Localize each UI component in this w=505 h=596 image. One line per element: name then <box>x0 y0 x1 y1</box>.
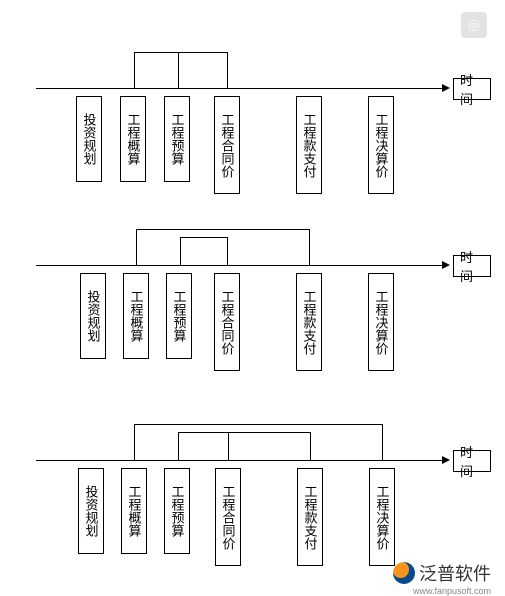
stage-label: 工程合同价 <box>218 113 237 178</box>
bracket-1-left <box>134 52 135 88</box>
brand-watermark: 泛普软件 <box>393 560 491 586</box>
stage-box: 工程概算 <box>123 273 149 359</box>
stage-box: 工程概算 <box>121 468 147 554</box>
bracket-2-top <box>136 229 309 230</box>
bracket-1-mid <box>178 52 179 88</box>
axis-label-text: 时间 <box>460 70 484 108</box>
stage-box: 工程预算 <box>166 273 192 359</box>
stage-box: 投资规划 <box>80 273 106 359</box>
stage-box: 工程合同价 <box>215 468 241 566</box>
stage-label: 工程概算 <box>125 485 144 537</box>
stage-box: 工程决算价 <box>368 273 394 371</box>
bracket-3-left <box>134 424 135 460</box>
watermark-icon: ◎ <box>461 12 487 38</box>
stage-label: 工程款支付 <box>300 290 319 355</box>
stage-box: 工程合同价 <box>214 273 240 371</box>
timeline-1 <box>36 88 444 89</box>
bracket-2-left <box>136 229 137 265</box>
axis-label-1: 时间 <box>453 78 491 100</box>
stage-box: 工程款支付 <box>296 96 322 194</box>
axis-label-text: 时间 <box>460 442 484 480</box>
timeline-2-arrow <box>442 261 450 269</box>
stage-box: 工程款支付 <box>296 273 322 371</box>
axis-label-2: 时间 <box>453 255 491 277</box>
axis-label-3: 时间 <box>453 450 491 472</box>
stage-label: 投资规划 <box>82 485 101 537</box>
timeline-3-arrow <box>442 456 450 464</box>
stage-box: 工程预算 <box>164 96 190 182</box>
stage-box: 投资规划 <box>78 468 104 554</box>
bracket-1-top <box>134 52 227 53</box>
stage-label: 投资规划 <box>84 290 103 342</box>
stage-label: 工程概算 <box>124 113 143 165</box>
bracket-3-mid1 <box>178 432 179 460</box>
bracket-1-right <box>227 52 228 88</box>
timeline-3 <box>36 460 444 461</box>
stage-label: 工程预算 <box>168 485 187 537</box>
bracket-2-mid1 <box>180 237 181 265</box>
bracket-3-inner1 <box>178 432 310 433</box>
stage-box: 工程概算 <box>120 96 146 182</box>
bracket-3-right <box>382 424 383 460</box>
stage-box: 工程合同价 <box>214 96 240 194</box>
axis-label-text: 时间 <box>460 247 484 285</box>
bracket-3-mid3 <box>310 432 311 460</box>
bracket-3-top <box>134 424 382 425</box>
stage-label: 工程款支付 <box>300 113 319 178</box>
stage-label: 工程合同价 <box>218 290 237 355</box>
stage-box: 工程决算价 <box>368 96 394 194</box>
stage-label: 工程概算 <box>127 290 146 342</box>
bracket-3-mid2 <box>228 432 229 460</box>
stage-label: 工程决算价 <box>373 485 392 550</box>
bracket-2-inner <box>180 237 227 238</box>
stage-label: 工程预算 <box>170 290 189 342</box>
brand-text: 泛普软件 <box>419 560 491 586</box>
stage-label: 工程合同价 <box>219 485 238 550</box>
stage-box: 工程决算价 <box>369 468 395 566</box>
diagram-canvas: ◎ 时间 投资规划 工程概算 工程预算 工程合同价 工程款支付 工程决算价 时间… <box>0 0 505 592</box>
stage-label: 工程决算价 <box>372 290 391 355</box>
brand-logo-icon <box>393 562 415 584</box>
bracket-2-mid2 <box>227 237 228 265</box>
stage-label: 工程决算价 <box>372 113 391 178</box>
stage-box: 投资规划 <box>76 96 102 182</box>
brand-url: www.fanpusoft.com <box>413 586 491 596</box>
timeline-1-arrow <box>442 84 450 92</box>
stage-box: 工程款支付 <box>297 468 323 566</box>
stage-label: 工程款支付 <box>301 485 320 550</box>
stage-label: 工程预算 <box>168 113 187 165</box>
stage-box: 工程预算 <box>164 468 190 554</box>
timeline-2 <box>36 265 444 266</box>
stage-label: 投资规划 <box>80 113 99 165</box>
bracket-2-right <box>309 229 310 265</box>
